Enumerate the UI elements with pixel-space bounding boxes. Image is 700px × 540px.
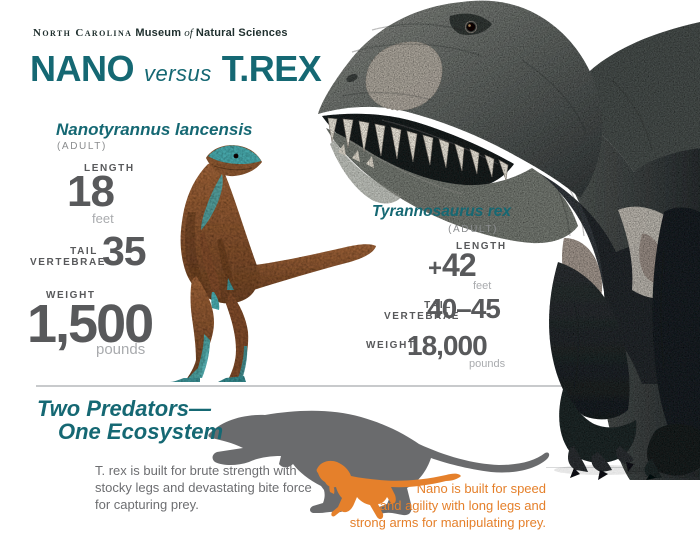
trex-lower-jaw <box>326 128 578 244</box>
trex-toes-right <box>644 458 662 478</box>
trex-length-value: 42 <box>442 247 477 283</box>
trex-description-line1: T. rex is built for brute strength with <box>95 463 297 478</box>
trex-highlight-lines <box>347 119 499 195</box>
trex-length-prefix: + <box>428 255 443 282</box>
trex-eye-ring <box>464 20 478 34</box>
trex-claws-left <box>570 462 634 480</box>
title-nano: NANO <box>30 48 135 89</box>
trex-tail-label-line2: VERTEBRAE <box>384 311 461 322</box>
bottom-heading-line2: One Ecosystem <box>58 419 224 444</box>
trex-silhouette <box>208 410 550 516</box>
trex-weight-label: WEIGHT <box>366 340 416 351</box>
nano-jaw-line <box>213 165 253 171</box>
trex-description-line2: stocky legs and devastating bite force <box>95 480 312 495</box>
nano-description-line2: and agility with long legs and <box>379 498 546 513</box>
nano-arm-far <box>217 238 233 284</box>
size-comparison-silhouettes <box>208 410 550 520</box>
trex-species-block: Tyrannosaurus rex (ADULT) <box>372 203 511 235</box>
nano-description: Nano is built for speed and agility with… <box>330 480 546 531</box>
nano-stage: (ADULT) <box>57 141 107 152</box>
nano-belly-shade <box>185 212 208 294</box>
nano-silhouette <box>316 460 461 520</box>
nano-silhouette-arm <box>329 482 335 494</box>
nano-torso <box>180 163 260 304</box>
trex-weight-value: 18,000 <box>407 330 488 361</box>
nano-leg-near <box>186 276 214 380</box>
nano-weight-label: WEIGHT <box>46 290 96 301</box>
trex-upper-teeth <box>327 117 509 181</box>
title-versus: versus <box>144 61 212 86</box>
nano-length-value: 18 <box>67 167 115 216</box>
page-title: NANO versus T.REX <box>30 48 322 90</box>
trex-eye <box>466 22 476 32</box>
nano-tail-value: 35 <box>102 228 147 274</box>
trex-nostril <box>346 73 358 83</box>
bottom-heading-line1: Two Predators— <box>37 396 211 421</box>
trex-eye-glint <box>468 24 471 27</box>
nano-eye <box>233 153 239 159</box>
trex-weight-unit: pounds <box>469 358 506 370</box>
trex-chin-highlight <box>330 140 402 204</box>
trex-toes-left <box>568 446 634 472</box>
trex-tail-value: 40–45 <box>427 293 501 324</box>
museum-logo-bold1: Museum <box>135 27 182 39</box>
nano-shin-teal-far <box>228 346 248 380</box>
trex-description-line3: for capturing prey. <box>95 497 199 512</box>
nano-neck-teal-stripe <box>201 174 223 230</box>
nano-foot-far <box>218 376 246 382</box>
nano-weight-value: 1,500 <box>27 294 154 354</box>
trex-species-name: Tyrannosaurus rex <box>372 203 511 220</box>
trex-length-label: LENGTH <box>456 241 507 252</box>
trex-lower-teeth <box>338 144 374 168</box>
nano-shin-teal-near <box>188 334 210 378</box>
nano-description-line3: strong arms for manipulating prey. <box>349 515 546 530</box>
trex-tail-label-line1: TAIL <box>424 300 452 311</box>
trex-length-unit: feet <box>473 280 492 292</box>
museum-logo: North Carolina Museum of Natural Science… <box>33 27 288 39</box>
trex-foot-right <box>647 424 700 476</box>
trex-stage: (ADULT) <box>448 224 498 235</box>
nano-tail-label: TAIL VERTEBRAE <box>30 246 107 268</box>
museum-logo-serif: North Carolina <box>33 27 133 39</box>
nano-length-unit: feet <box>92 211 114 226</box>
museum-logo-bold2: Natural Sciences <box>195 27 288 39</box>
trex-leg-right <box>652 207 700 436</box>
trex-photo <box>318 0 700 480</box>
trex-texture-lines <box>341 23 665 389</box>
nanotyrannus-illustration <box>170 145 376 382</box>
nano-hand-far <box>227 278 234 290</box>
trex-claw-right <box>646 474 656 480</box>
trex-neck-back <box>566 22 700 172</box>
nano-hand-near <box>211 292 220 310</box>
nano-arm-near <box>200 232 221 300</box>
nano-leg-far <box>226 292 249 380</box>
section-divider <box>36 385 664 387</box>
nano-length-label: LENGTH <box>84 163 135 174</box>
trex-length-row: + 42 <box>428 247 477 283</box>
nano-description-line1: Nano is built for speed <box>416 481 546 496</box>
trex-leg-left <box>549 262 630 420</box>
nano-weight-unit: pounds <box>96 341 146 358</box>
nano-species-name: Nanotyrannus lancensis <box>56 120 253 139</box>
trex-description: T. rex is built for brute strength with … <box>95 462 312 513</box>
nano-foot-near <box>170 378 200 382</box>
museum-logo-of: of <box>184 27 193 39</box>
trex-mouth-interior <box>322 113 514 190</box>
trex-foot-left <box>559 386 637 463</box>
nano-tail-label-line2: VERTEBRAE <box>30 257 107 268</box>
nano-tail-label-line1: TAIL <box>70 246 98 257</box>
title-trex: T.REX <box>221 48 322 89</box>
trex-tail-label: TAIL VERTEBRAE <box>384 300 461 322</box>
